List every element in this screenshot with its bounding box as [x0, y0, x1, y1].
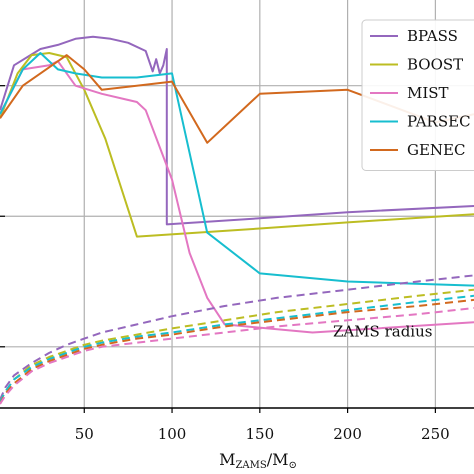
x-axis-label-slash: /M	[267, 450, 289, 469]
zams-radius-line-9	[0, 307, 474, 405]
x-tick-label: 150	[246, 425, 275, 443]
grid	[0, 0, 474, 408]
x-tick-label: 100	[158, 425, 187, 443]
zams-radius-line-6	[0, 288, 474, 403]
series-line-boost	[0, 52, 474, 238]
x-tick-label: 250	[421, 425, 450, 443]
annotation-zams-radius: ZAMS radius	[333, 323, 433, 341]
legend-label-bpass: BPASS	[407, 27, 458, 45]
x-axis-label-main: M	[219, 450, 235, 469]
axes: 50 100 150 200 250	[0, 85, 474, 443]
legend-frame	[361, 19, 474, 171]
legend: BPASS BOOST MIST PARSEC GENEC	[361, 19, 474, 171]
zams-radius-line-8	[0, 298, 474, 405]
series-layer	[0, 35, 474, 405]
legend-label-genec: GENEC	[407, 141, 465, 159]
x-tick-label: 200	[333, 425, 362, 443]
x-axis-label-sun: ⊙	[289, 460, 297, 471]
x-axis-label-sub: ZAMS	[235, 460, 266, 471]
series-line-mist	[0, 60, 474, 334]
zams-radius-line-7	[0, 294, 474, 403]
x-axis-label: MZAMS/M⊙	[219, 450, 297, 471]
series-line-parsec	[0, 52, 474, 287]
zams-radius-line-5	[0, 274, 474, 401]
legend-label-parsec: PARSEC	[407, 113, 471, 131]
legend-label-boost: BOOST	[407, 56, 463, 74]
legend-label-mist: MIST	[407, 84, 449, 102]
x-tick-label: 50	[75, 425, 94, 443]
